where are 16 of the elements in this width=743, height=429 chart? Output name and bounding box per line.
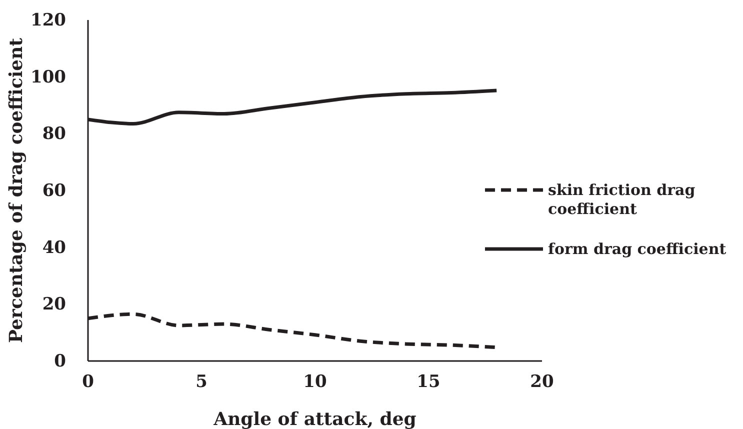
legend-label: form drag coefficient bbox=[548, 240, 726, 258]
x-tick-label: 10 bbox=[303, 372, 327, 392]
x-tick-label: 15 bbox=[416, 372, 440, 392]
y-tick-label: 20 bbox=[42, 294, 66, 315]
legend-label: skin friction drag coefficient bbox=[548, 181, 696, 218]
x-axis-title: Angle of attack, deg bbox=[212, 409, 417, 429]
y-tick-label: 80 bbox=[42, 124, 66, 144]
x-tick-label: 0 bbox=[82, 372, 94, 392]
x-tick-label: 5 bbox=[196, 372, 208, 392]
y-tick-label: 40 bbox=[42, 238, 66, 258]
x-tick-label: 20 bbox=[530, 372, 554, 392]
y-tick-label: 60 bbox=[42, 180, 66, 201]
y-tick-label: 100 bbox=[30, 67, 66, 88]
y-tick-label: 120 bbox=[30, 10, 66, 30]
y-tick-label: 0 bbox=[54, 351, 66, 372]
y-axis-title: Percentage of drag coefficient bbox=[6, 37, 27, 344]
